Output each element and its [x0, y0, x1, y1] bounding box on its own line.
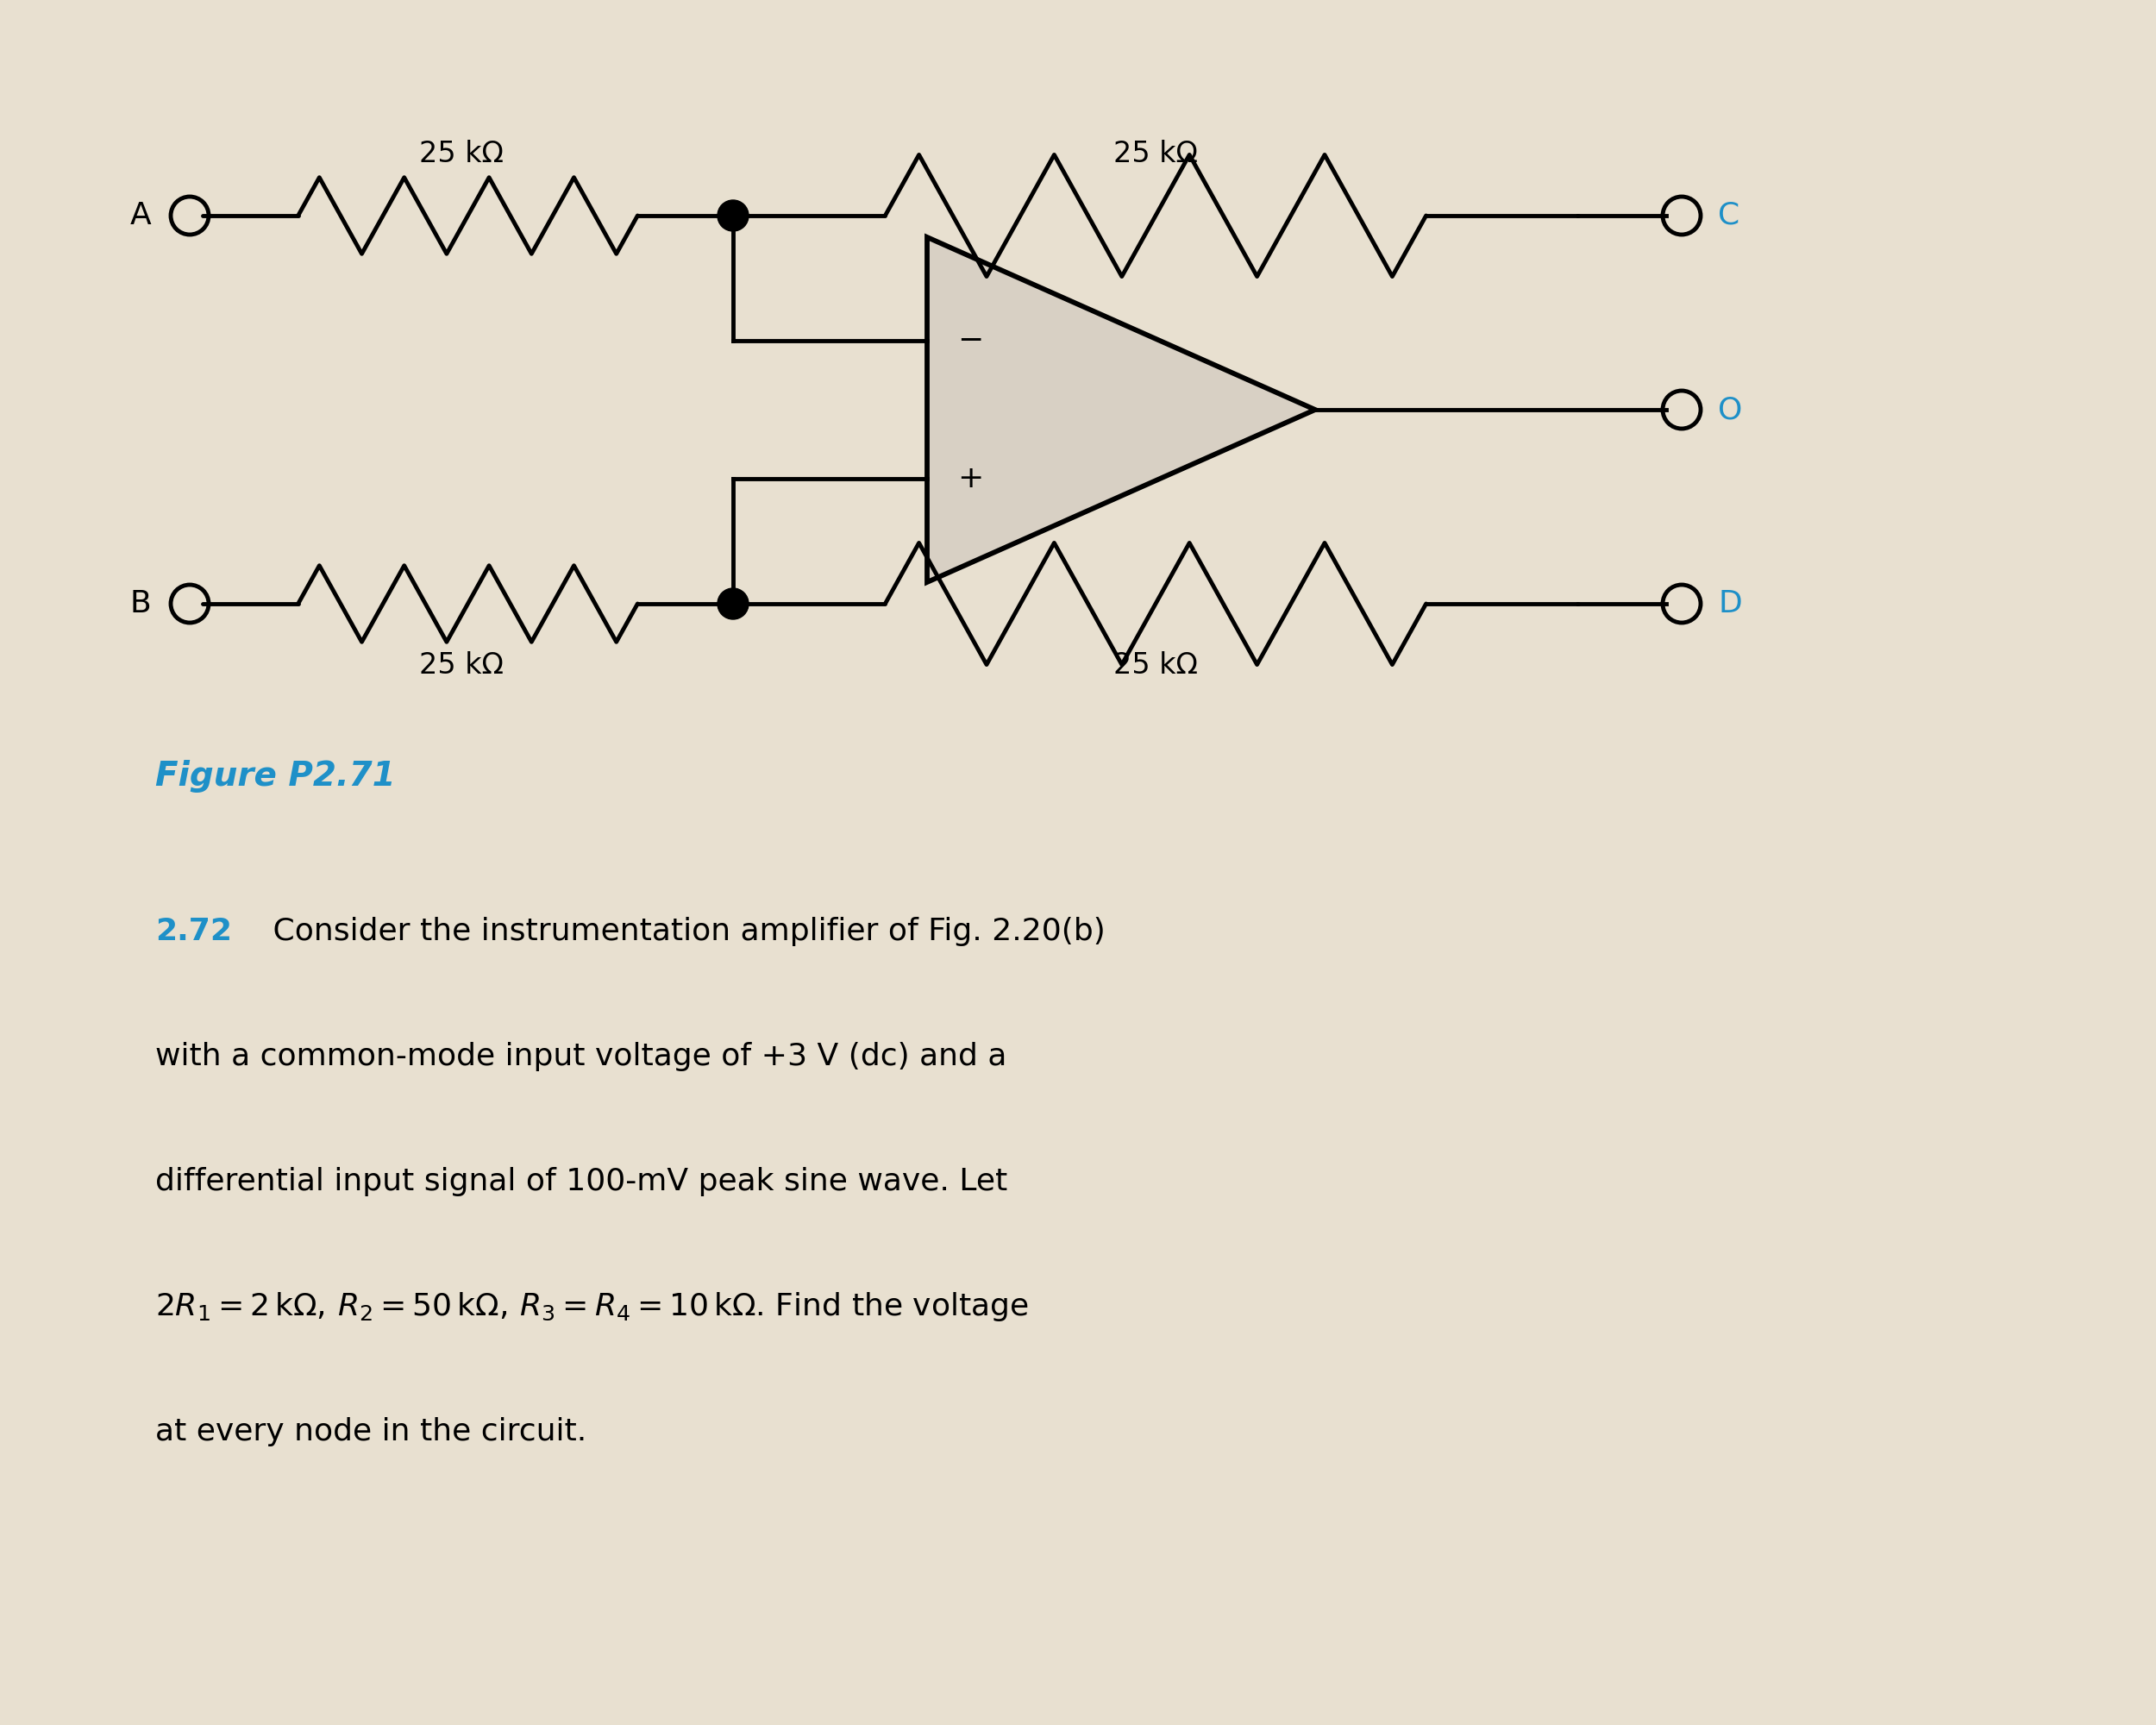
Circle shape — [718, 588, 748, 619]
Text: at every node in the circuit.: at every node in the circuit. — [155, 1418, 586, 1446]
Text: B: B — [129, 590, 151, 619]
Text: differential input signal of 100-mV peak sine wave. Let: differential input signal of 100-mV peak… — [155, 1168, 1007, 1197]
Polygon shape — [927, 236, 1315, 583]
Text: O: O — [1718, 395, 1742, 424]
Circle shape — [718, 200, 748, 231]
Text: Consider the instrumentation amplifier of Fig. 2.20(b): Consider the instrumentation amplifier o… — [263, 918, 1106, 945]
Text: 25 kΩ: 25 kΩ — [1112, 140, 1199, 169]
Text: Figure P2.71: Figure P2.71 — [155, 759, 395, 794]
Text: 25 kΩ: 25 kΩ — [418, 140, 505, 169]
Text: −: − — [957, 326, 983, 355]
Text: C: C — [1718, 200, 1740, 229]
Text: A: A — [129, 200, 151, 229]
Text: $2R_1 = 2\,\mathrm{k\Omega},\, R_2 = 50\,\mathrm{k\Omega},\, R_3 = R_4 = 10\,\ma: $2R_1 = 2\,\mathrm{k\Omega},\, R_2 = 50\… — [155, 1290, 1028, 1323]
Text: D: D — [1718, 590, 1742, 619]
Text: 25 kΩ: 25 kΩ — [1112, 650, 1199, 680]
Text: 25 kΩ: 25 kΩ — [418, 650, 505, 680]
Text: +: + — [957, 464, 983, 493]
Text: with a common-mode input voltage of +3 V (dc) and a: with a common-mode input voltage of +3 V… — [155, 1042, 1007, 1071]
Text: 2.72: 2.72 — [155, 918, 233, 945]
